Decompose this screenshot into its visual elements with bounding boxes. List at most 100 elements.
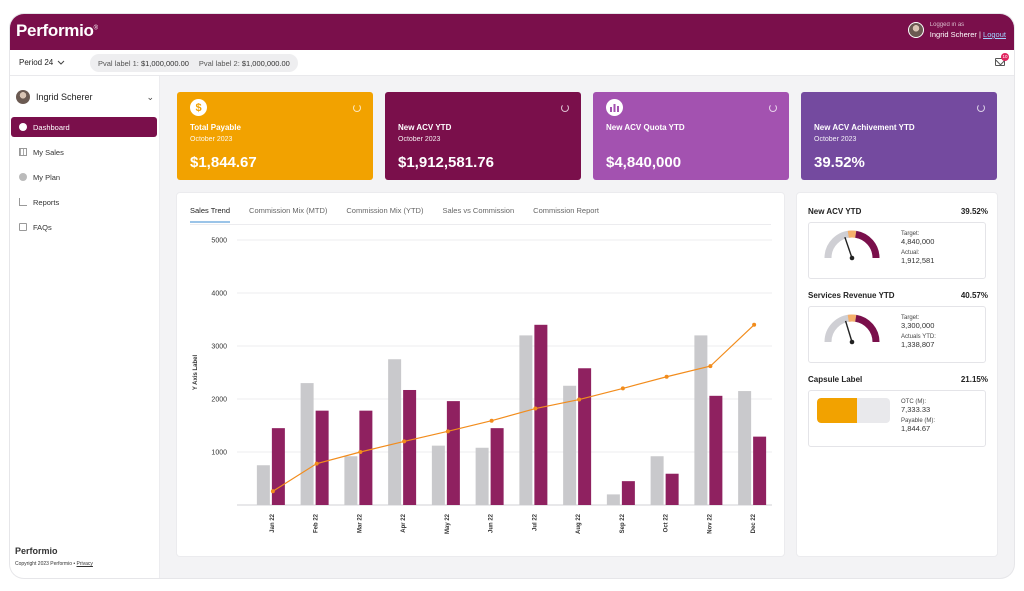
logged-in-label: Logged in as: [929, 22, 965, 28]
header-user-name: Ingrid Scherer: [929, 30, 977, 39]
capsule-bar: [817, 398, 890, 423]
kpi-card-acv-achievement[interactable]: New ACV Achivement YTD October 2023 39.5…: [801, 92, 997, 180]
widget-capsule-box[interactable]: OTC (M): 7,333.33 Payable (M): 1,844.67: [808, 390, 986, 447]
bar-series2: [665, 473, 679, 505]
period-selector[interactable]: Period 24: [19, 58, 65, 67]
bar-series1: [694, 335, 708, 505]
line-point: [577, 397, 582, 402]
tab-sales-trend[interactable]: Sales Trend: [190, 206, 231, 223]
tabs-divider: [190, 224, 771, 225]
bar-series2: [446, 401, 460, 505]
logout-link[interactable]: Logout: [983, 30, 1006, 39]
top-header: Performio® Logged in as Ingrid Scherer |…: [10, 14, 1014, 50]
tab-sales-vs-commission[interactable]: Sales vs Commission: [442, 206, 515, 215]
x-tick-label: Apr 22: [401, 513, 407, 532]
x-tick-label: May 22: [445, 513, 451, 534]
tab-commission-mix-ytd[interactable]: Commission Mix (YTD): [346, 206, 424, 215]
target-value: 3,300,000: [901, 321, 935, 330]
bar-series1: [650, 456, 664, 505]
target-label: Target:: [901, 231, 920, 237]
refresh-icon[interactable]: [561, 104, 569, 112]
separator: |: [979, 30, 981, 39]
metrics-panel: New ACV YTD 39.52% Target: 4,840,000 Act…: [797, 193, 997, 556]
sidebar-item-dashboard[interactable]: Dashboard: [11, 117, 157, 137]
line-point: [270, 489, 275, 494]
y-tick-label: 1000: [211, 450, 227, 457]
gauge-needle: [844, 236, 853, 259]
bar-series1: [563, 385, 577, 505]
faq-icon: [19, 223, 27, 231]
bar-series1: [431, 445, 445, 505]
reports-icon: [19, 198, 27, 206]
pval1-label: Pval label 1:: [98, 58, 139, 68]
sidebar-item-label: Reports: [33, 197, 60, 207]
sidebar-item-faqs[interactable]: FAQs: [11, 217, 157, 237]
app-window: Performio® Logged in as Ingrid Scherer |…: [10, 14, 1014, 578]
brand-logo[interactable]: Performio®: [16, 21, 98, 40]
actual-label: Actual:: [901, 250, 920, 256]
sidebar-item-my-sales[interactable]: My Sales: [11, 142, 157, 162]
period-label: Period 24: [19, 58, 54, 67]
x-tick-label: Mar 22: [357, 513, 363, 533]
refresh-icon[interactable]: [977, 104, 985, 112]
sidebar-item-label: FAQs: [33, 222, 52, 232]
avatar[interactable]: [907, 22, 924, 38]
widget-capsule-header: Capsule Label 21.15%: [808, 375, 988, 384]
footer-logo: Performio: [15, 546, 58, 556]
x-tick-label: Aug 22: [576, 513, 582, 534]
otc-value: 7,333.33: [901, 405, 931, 414]
kpi-card-acv-quota[interactable]: New ACV Quota YTD $4,840,000: [593, 92, 789, 180]
actual-label: Actuals YTD:: [901, 334, 936, 340]
x-tick-label: Oct 22: [664, 513, 670, 532]
card-subtitle: October 2023: [190, 136, 233, 143]
services-gauge: [824, 314, 880, 345]
widget-services-box[interactable]: Target: 3,300,000 Actuals YTD: 1,338,807: [808, 306, 986, 363]
bar-series1: [606, 494, 620, 505]
sidebar-item-reports[interactable]: Reports: [11, 192, 157, 212]
sidebar-user[interactable]: Ingrid Scherer ⌄: [16, 90, 154, 104]
card-subtitle: October 2023: [398, 136, 441, 143]
privacy-link[interactable]: Privacy: [76, 561, 93, 567]
bar-series1: [388, 359, 402, 505]
plan-icon: [19, 173, 27, 181]
line-point: [752, 322, 757, 327]
widget-acv-header: New ACV YTD 39.52%: [808, 207, 988, 216]
widget-acv-box[interactable]: Target: 4,840,000 Actual: 1,912,581: [808, 222, 986, 279]
user-menu: Logged in as Ingrid Scherer | Logout: [907, 20, 1006, 40]
bar-series2: [534, 324, 548, 505]
chevron-down-icon: [57, 60, 65, 65]
gauge-hub: [849, 255, 855, 261]
pval-pill: Pval label 1: $1,000,000.00 Pval label 2…: [90, 54, 298, 72]
tab-commission-mix-mtd[interactable]: Commission Mix (MTD): [249, 206, 328, 215]
x-tick-label: Sep 22: [620, 513, 626, 533]
otc-label: OTC (M):: [901, 399, 926, 405]
x-tick-label: Dec 22: [751, 513, 757, 533]
refresh-icon[interactable]: [769, 104, 777, 112]
chart-panel: Sales Trend Commission Mix (MTD) Commiss…: [177, 193, 784, 556]
notification-badge: 10: [1001, 53, 1009, 61]
sidebar-item-my-plan[interactable]: My Plan: [11, 167, 157, 187]
bar-series1: [300, 383, 314, 505]
x-tick-label: Feb 22: [314, 513, 320, 533]
x-tick-label: Jan 22: [270, 513, 276, 532]
bar-series2: [315, 410, 329, 505]
avatar: [16, 90, 30, 104]
card-title: New ACV YTD: [398, 123, 452, 132]
tab-commission-report[interactable]: Commission Report: [533, 206, 600, 215]
kpi-card-total-payable[interactable]: $ Total Payable October 2023 $1,844.67: [177, 92, 373, 180]
refresh-icon[interactable]: [353, 104, 361, 112]
card-title: New ACV Quota YTD: [606, 123, 685, 132]
gauge-fill: [854, 230, 880, 259]
bar-series2: [403, 389, 417, 505]
sidebar-item-label: My Plan: [33, 172, 61, 182]
bar-series1: [519, 335, 533, 505]
payable-value: 1,844.67: [901, 424, 931, 433]
bar-series2: [578, 368, 592, 505]
line-point: [708, 364, 713, 369]
line-point: [620, 386, 625, 391]
dollar-icon: $: [190, 99, 207, 116]
bar-series1: [344, 456, 358, 505]
kpi-card-new-acv[interactable]: New ACV YTD October 2023 $1,912,581.76: [385, 92, 581, 180]
mail-icon[interactable]: [995, 58, 1005, 66]
line-point: [489, 418, 494, 423]
